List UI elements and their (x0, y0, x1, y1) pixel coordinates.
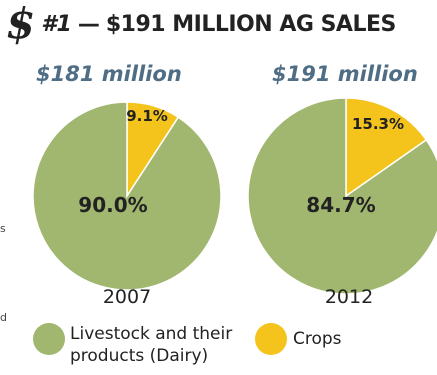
dollar-sign-icon: $ (6, 0, 36, 48)
legend-livestock-swatch (33, 323, 65, 355)
legend-crops-swatch (255, 323, 287, 355)
pie-2007-label-livestock: 90.0% (78, 193, 147, 217)
pie-2012-label-livestock: 84.7% (306, 193, 375, 217)
edge-fragment-2: d (0, 311, 7, 324)
pie-2012-year-label: 2012 (324, 286, 374, 308)
title-dash: — (77, 11, 100, 37)
pie-2012-slice-livestock (247, 97, 437, 295)
pie-2012-total-label: $191 million (272, 62, 418, 86)
chart-header: $ #1 — $191 MILLION AG SALES (6, 2, 396, 46)
pie-2012-label-crops: 15.3% (352, 115, 404, 133)
edge-fragment-1: s (0, 222, 6, 235)
pie-2007-year-label: 2007 (102, 286, 152, 308)
legend-livestock-label: Livestock and their products (Dairy) (70, 324, 233, 366)
chart-title: $191 MILLION AG SALES (105, 11, 396, 37)
rank-label: #1 (41, 11, 72, 37)
pie-2007-label-crops: 9.1% (126, 107, 168, 125)
pie-2007-total-label: $181 million (36, 62, 182, 86)
pie-2012-slice-crops (345, 97, 428, 198)
legend-crops-label: Crops (293, 329, 342, 349)
pie-2007-slice-livestock (32, 101, 222, 291)
